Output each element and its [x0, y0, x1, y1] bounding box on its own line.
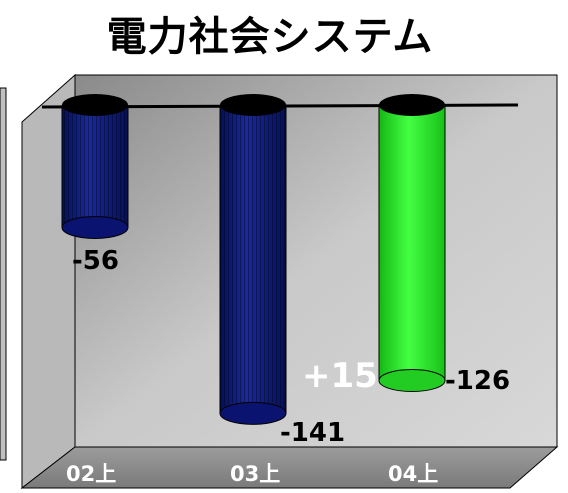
bar-04上 [378, 94, 446, 393]
change-annotation: +15 [302, 356, 378, 396]
category-label-1: 03上 [230, 462, 281, 486]
data-label-2: -126 [445, 366, 511, 396]
bar-02上 [61, 94, 129, 239]
left-panel-edge [0, 87, 7, 461]
zero-line [41, 103, 519, 109]
category-label-0: 02上 [66, 462, 117, 486]
data-label-0: -56 [72, 246, 119, 276]
bar-03上 [219, 94, 287, 425]
data-label-1: -141 [280, 418, 346, 448]
floor [20, 446, 559, 489]
chart-title: 電力社会システム [106, 14, 434, 60]
category-label-2: 04上 [388, 462, 439, 486]
